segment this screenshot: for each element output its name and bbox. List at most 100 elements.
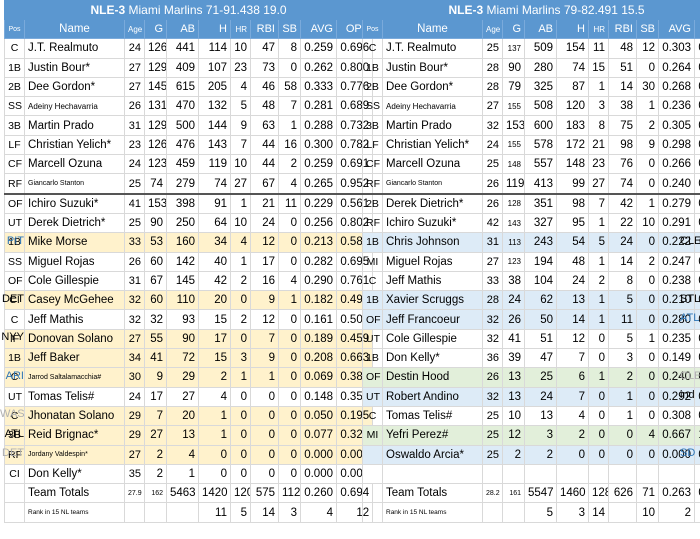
player-row: 2B Dee Gordon* 27 145 615 205 4 46 58 0.333 0.776: [4, 76, 374, 98]
player-g: 90: [144, 212, 167, 234]
player-name: Reid Brignac*: [24, 425, 125, 446]
player-hr: 15: [588, 57, 609, 78]
player-name: Don Kelly*: [24, 463, 125, 485]
player-sb: 1: [636, 192, 659, 214]
player-ab: 413: [524, 173, 557, 195]
player-age: 29: [124, 425, 145, 446]
column-header-hr: HR: [230, 18, 251, 40]
player-hr: 10: [230, 38, 251, 59]
team-origin-tag: DET: [2, 447, 24, 460]
player-sb: 2: [278, 154, 301, 175]
player-ab: 600: [524, 115, 557, 136]
column-header-sb: SB: [636, 18, 659, 40]
player-ab: 3: [524, 425, 557, 446]
player-avg: 0.161: [300, 309, 337, 330]
player-hr: 0: [588, 328, 609, 350]
player-rbi: 73: [250, 57, 279, 78]
player-g: 32: [144, 309, 167, 330]
player-rbi: 0: [250, 463, 279, 485]
player-age: 27: [482, 251, 503, 272]
player-ab: 24: [524, 386, 557, 407]
player-h: 20: [198, 290, 231, 311]
player-h: 24: [556, 270, 589, 292]
player-hr: 1: [588, 309, 609, 330]
player-pos: UT: [362, 328, 383, 350]
player-ab: 194: [524, 251, 557, 272]
player-ab: [524, 463, 557, 485]
player-hr: 4: [230, 232, 251, 253]
player-sb: 0: [636, 348, 659, 369]
player-avg: 0.292: [658, 386, 695, 407]
totals-pos: [4, 483, 25, 504]
player-pos: OF: [362, 367, 383, 388]
team-origin-tag: PIT: [6, 234, 24, 247]
player-hr: 2: [588, 270, 609, 292]
player-avg: 0.208: [300, 348, 337, 369]
player-g: 41: [144, 348, 167, 369]
player-age: 32: [124, 290, 145, 311]
totals-label: Team Totals: [382, 483, 483, 504]
player-name: Mike Morse: [24, 232, 125, 253]
player-sb: 11: [278, 192, 301, 214]
player-avg: 0.300: [300, 134, 337, 156]
player-name: Jarrod Saltalamacchia#: [24, 367, 125, 388]
player-hr: 5: [230, 96, 251, 117]
player-name: Giancarlo Stanton: [24, 173, 125, 195]
team-title-row: NLE-3 Miami Marlins 71-91.438 19.0: [3, 0, 374, 20]
player-ab: 557: [524, 154, 557, 175]
column-header-g: G: [144, 18, 167, 40]
player-rbi: 0: [250, 425, 279, 446]
column-header-h: H: [556, 18, 589, 40]
player-pos: OF: [4, 192, 25, 214]
player-name: Adeiny Hechavarria: [382, 96, 483, 117]
player-pos: C: [4, 309, 25, 330]
player-age: 42: [482, 212, 503, 234]
player-pos: C: [362, 38, 383, 59]
rank-hr: 5: [230, 502, 251, 523]
player-sb: 0: [278, 405, 301, 427]
player-sb: 0: [278, 386, 301, 407]
player-pos: LF: [362, 134, 383, 156]
column-header-age: Age: [124, 18, 145, 40]
player-name: Derek Dietrich*: [382, 192, 483, 214]
player-ab: 50: [524, 309, 557, 330]
player-g: 126: [144, 38, 167, 59]
player-ops: 0.601: [693, 270, 700, 292]
left-stats-table: NLE-3 Miami Marlins 71-91.438 19.0 Pos Nam…: [3, 0, 374, 523]
player-ab: 409: [166, 57, 199, 78]
team-title-row: NLE-3 Miami Marlins 79-82.491 15.5: [361, 0, 700, 20]
player-h: 15: [198, 348, 231, 369]
player-g: 153: [144, 192, 167, 214]
player-age: 33: [482, 270, 503, 292]
player-pos: RF: [4, 173, 25, 195]
player-h: 7: [556, 386, 589, 407]
column-header-hr: HR: [588, 18, 609, 40]
player-age: 24: [124, 154, 145, 175]
player-hr: 1: [588, 76, 609, 98]
player-rbi: 1: [608, 405, 637, 427]
player-avg: 0.256: [300, 212, 337, 234]
player-g: 143: [502, 212, 525, 234]
player-g: 9: [144, 367, 167, 388]
player-name: Martin Prado: [24, 115, 125, 136]
totals-ops: 0.716: [693, 483, 700, 504]
player-ops: 0.859: [693, 134, 700, 156]
player-sb: 4: [278, 173, 301, 195]
player-sb: [636, 463, 659, 485]
player-avg: 0.279: [658, 192, 695, 214]
rank-age: [124, 502, 145, 523]
totals-h: 1460: [556, 483, 589, 504]
rank-pos: [4, 502, 25, 523]
player-rbi: 7: [250, 328, 279, 350]
rank-sb: 3: [278, 502, 301, 523]
player-row: SS Miguel Rojas 26 60 142 40 1 17 0 0.282 0.695: [4, 251, 374, 272]
player-g: 155: [502, 96, 525, 117]
player-age: 26: [482, 173, 503, 195]
totals-age: 27.9: [124, 483, 145, 504]
player-sb: 10: [636, 212, 659, 234]
